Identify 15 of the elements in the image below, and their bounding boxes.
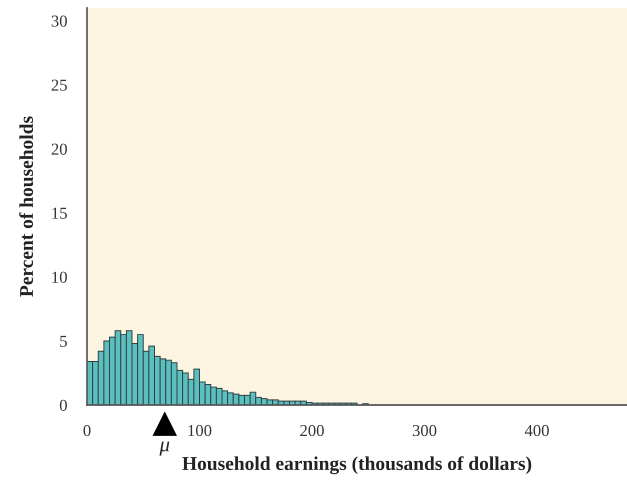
y-axis-title: Percent of households xyxy=(19,116,34,297)
y-tick-label: 15 xyxy=(52,208,67,219)
y-tick-label: 10 xyxy=(52,272,67,283)
x-tick-label: 100 xyxy=(188,424,212,436)
y-tick-label: 5 xyxy=(60,336,67,347)
y-tick-label: 20 xyxy=(52,144,67,155)
y-tick-label: 0 xyxy=(60,400,67,411)
x-tick-label: 200 xyxy=(300,424,324,436)
text: μ xyxy=(160,442,170,456)
x-tick-label: 400 xyxy=(524,424,549,436)
x-tick-label: 300 xyxy=(412,424,436,436)
y-tick-label: 25 xyxy=(52,80,67,91)
y-tick-label: 30 xyxy=(52,16,67,27)
x-tick-label: 0 xyxy=(83,424,91,436)
x-axis-title: Household earnings (thousands of dollars) xyxy=(182,456,532,474)
